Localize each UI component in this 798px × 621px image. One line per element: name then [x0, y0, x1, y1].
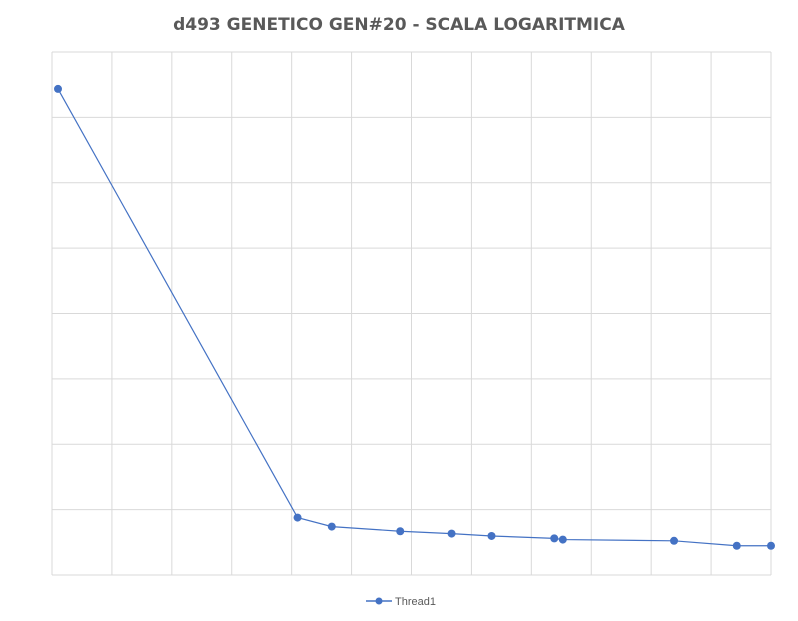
data-point	[767, 541, 775, 550]
data-point	[396, 527, 405, 536]
data-point	[54, 84, 62, 93]
data-point	[670, 536, 679, 545]
data-point	[293, 513, 302, 522]
data-point	[447, 529, 456, 538]
legend: Thread1	[366, 596, 436, 608]
legend-marker-icon	[375, 597, 383, 605]
legend-label: Thread1	[395, 596, 436, 608]
data-point	[550, 534, 559, 543]
data-point	[558, 535, 567, 544]
data-point	[732, 541, 741, 550]
grid	[51, 51, 772, 576]
data-point	[487, 531, 496, 540]
series-layer	[54, 84, 775, 550]
chart-title: d493 GENETICO GEN#20 - SCALA LOGARITMICA	[173, 15, 626, 35]
data-point	[327, 522, 336, 531]
